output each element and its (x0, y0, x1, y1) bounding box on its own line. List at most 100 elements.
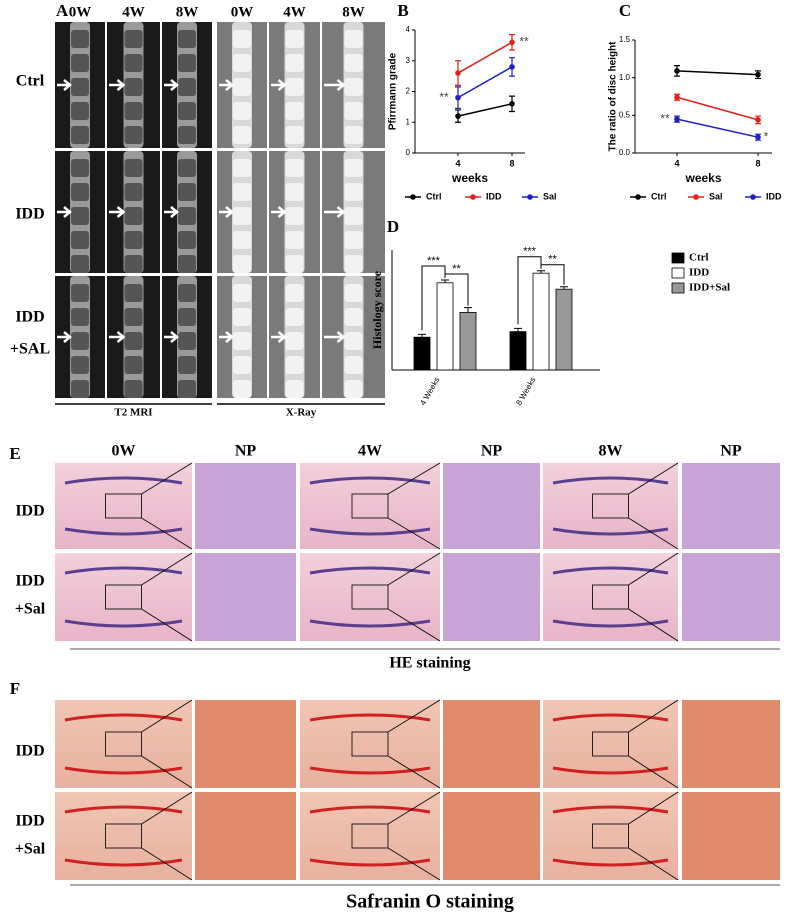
zoom-box (351, 584, 389, 610)
zoom-line (628, 552, 679, 586)
footer-label: X-Ray (286, 407, 317, 419)
column-header: 4W (358, 443, 382, 460)
endplate (309, 566, 431, 628)
vertebra (285, 78, 304, 96)
y-axis-label: The ratio of disc height (608, 41, 619, 152)
y-tick-label: 3 (406, 56, 411, 65)
vertebra (285, 380, 304, 398)
zoom-line (141, 608, 193, 642)
zoom-line (628, 847, 679, 881)
arrow (164, 331, 179, 343)
vertebra (178, 284, 196, 302)
legend-label: IDD (689, 267, 709, 279)
vertebra (178, 308, 196, 326)
zoom-box (592, 731, 629, 757)
point (755, 134, 761, 140)
zoom-line (628, 791, 679, 825)
zoom-line (628, 699, 679, 733)
point (455, 94, 461, 101)
np-image (682, 463, 780, 549)
legend-label: Ctrl (426, 191, 442, 201)
endplate (552, 805, 669, 867)
vertebra (233, 30, 251, 48)
bar (436, 282, 454, 371)
np-image (195, 553, 296, 641)
series-line (457, 66, 513, 99)
vertebra (344, 126, 363, 144)
vertebra (233, 380, 251, 398)
bracket (540, 264, 565, 285)
arrow (57, 331, 72, 343)
vertebra (285, 255, 304, 273)
np-image (443, 553, 540, 641)
vertebra (285, 159, 304, 177)
y-tick-label: 2 (406, 87, 411, 96)
x-axis-label: weeks (451, 171, 488, 185)
vertebra (344, 54, 363, 72)
zoom-box (592, 823, 629, 849)
row-label: +SAL (10, 341, 50, 358)
y-tick-label: 1 (406, 117, 411, 126)
vertebra (285, 54, 304, 72)
vertebra (71, 380, 89, 398)
vertebra (233, 207, 251, 225)
bar (532, 272, 550, 371)
vertebra (285, 102, 304, 120)
vertebra (71, 54, 89, 72)
np-image (443, 700, 540, 788)
panel-letter: F (10, 679, 20, 698)
column-header: 8W (599, 443, 623, 460)
vertebra (233, 183, 251, 201)
column-header: NP (235, 443, 257, 460)
endplate (552, 566, 669, 628)
zoom-line (387, 791, 441, 825)
vertebra (71, 126, 89, 144)
vertebra (233, 332, 251, 350)
vertebra (285, 356, 304, 374)
y-axis-label: Pfirrmann grade (388, 52, 399, 130)
vertebra (71, 255, 89, 273)
legend-marker (750, 194, 756, 200)
y-tick-label: 0.0 (619, 148, 631, 157)
vertebra (285, 30, 304, 48)
vertebra (344, 332, 363, 350)
endplate (552, 476, 669, 536)
vertebra (178, 78, 196, 96)
arrow (57, 79, 72, 91)
point (755, 71, 761, 78)
zoom-line (387, 517, 441, 550)
vertebra (233, 255, 251, 273)
error-bar (418, 333, 426, 338)
legend-label: IDD (486, 191, 502, 201)
endplate (309, 476, 431, 536)
point (674, 68, 680, 74)
significance: *** (427, 255, 441, 267)
np-image (682, 700, 780, 788)
column-header: 0W (231, 4, 254, 20)
point (509, 39, 515, 46)
vertebra (124, 356, 143, 374)
vertebra (178, 380, 196, 398)
error-bar (537, 270, 545, 274)
zoom-box (105, 584, 142, 610)
vertebra (71, 284, 89, 302)
vertebra (285, 126, 304, 144)
zoom-line (387, 755, 441, 789)
endplate (309, 713, 431, 775)
endplate (64, 476, 183, 536)
point (455, 113, 461, 119)
row-label: IDD (15, 309, 44, 326)
vertebra (124, 207, 143, 225)
significance: ** (548, 254, 557, 266)
zoom-box (105, 823, 142, 849)
vertebra (124, 102, 143, 120)
zoom-line (141, 552, 193, 586)
zoom-line (628, 608, 679, 642)
zoom-box (592, 493, 629, 519)
vertebra (344, 102, 363, 120)
error-bar (560, 286, 568, 290)
bracket (517, 256, 542, 325)
legend-label: Sal (543, 191, 557, 201)
vertebra (178, 54, 196, 72)
zoom-line (628, 462, 679, 495)
